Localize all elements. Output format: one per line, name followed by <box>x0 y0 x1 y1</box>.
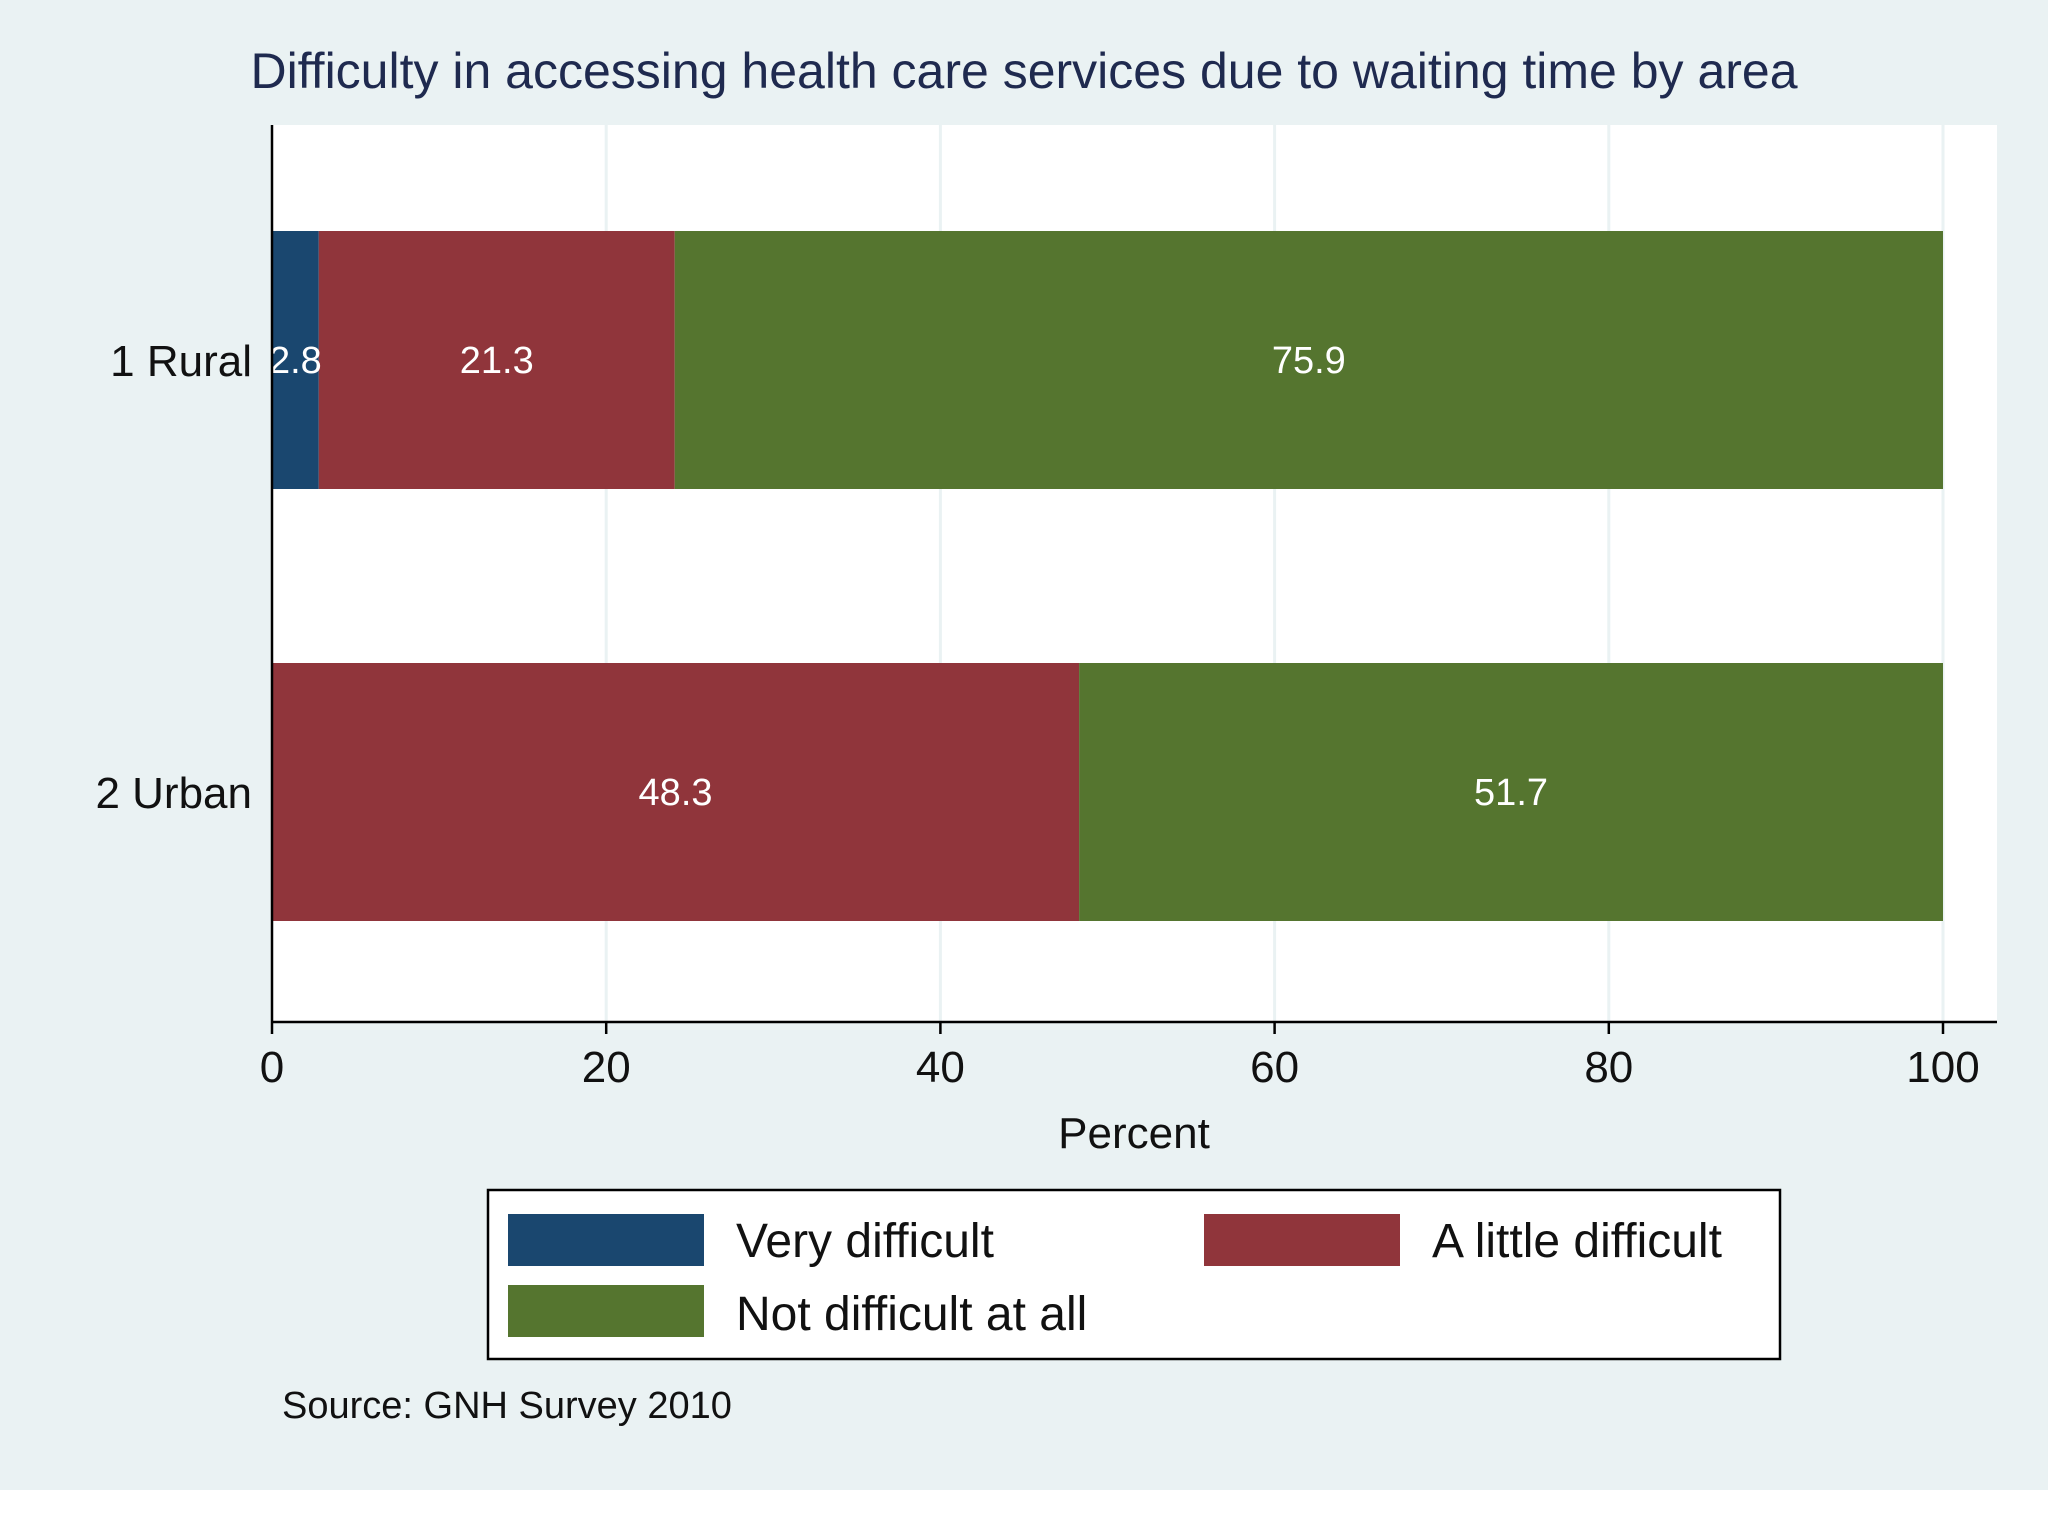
bar-segment <box>272 231 319 489</box>
bar-labels: 2.8 21.3 75.9 48.3 51.7 <box>269 340 1548 814</box>
bar-value-label: 51.7 <box>1474 772 1548 814</box>
legend-swatch <box>508 1285 704 1337</box>
bar-value-label: 48.3 <box>639 772 713 814</box>
bar-value-label: 2.8 <box>269 340 322 382</box>
legend-swatch <box>508 1214 704 1266</box>
bar-segment <box>674 231 1944 489</box>
source-note: Source: GNH Survey 2010 <box>282 1385 732 1427</box>
y-category-label: 1 Rural <box>110 337 252 386</box>
bar-segment <box>272 663 1080 921</box>
legend-label: Very difficult <box>736 1215 994 1268</box>
x-tick-label: 0 <box>260 1043 284 1092</box>
legend-label: Not difficult at all <box>736 1288 1087 1341</box>
bar-value-label: 21.3 <box>460 340 534 382</box>
y-category-label: 2 Urban <box>95 769 252 818</box>
bars <box>272 231 1944 921</box>
legend-label: A little difficult <box>1432 1215 1722 1268</box>
y-category-labels: 1 Rural 2 Urban <box>95 337 252 818</box>
x-axis-label: Percent <box>1058 1109 1210 1158</box>
legend-swatch <box>1204 1214 1400 1266</box>
x-tick-label: 80 <box>1584 1043 1633 1092</box>
chart-title: Difficulty in accessing health care serv… <box>250 43 1797 99</box>
x-ticks: 0 20 40 60 80 100 <box>260 1022 1980 1092</box>
legend: Very difficult A little difficult Not diff… <box>508 1214 1722 1341</box>
x-tick-label: 20 <box>582 1043 631 1092</box>
x-tick-label: 40 <box>916 1043 965 1092</box>
bar-value-label: 75.9 <box>1272 340 1346 382</box>
bar-segment <box>318 231 675 489</box>
bar-segment <box>1079 663 1943 921</box>
x-tick-label: 100 <box>1906 1043 1979 1092</box>
x-tick-label: 60 <box>1250 1043 1299 1092</box>
